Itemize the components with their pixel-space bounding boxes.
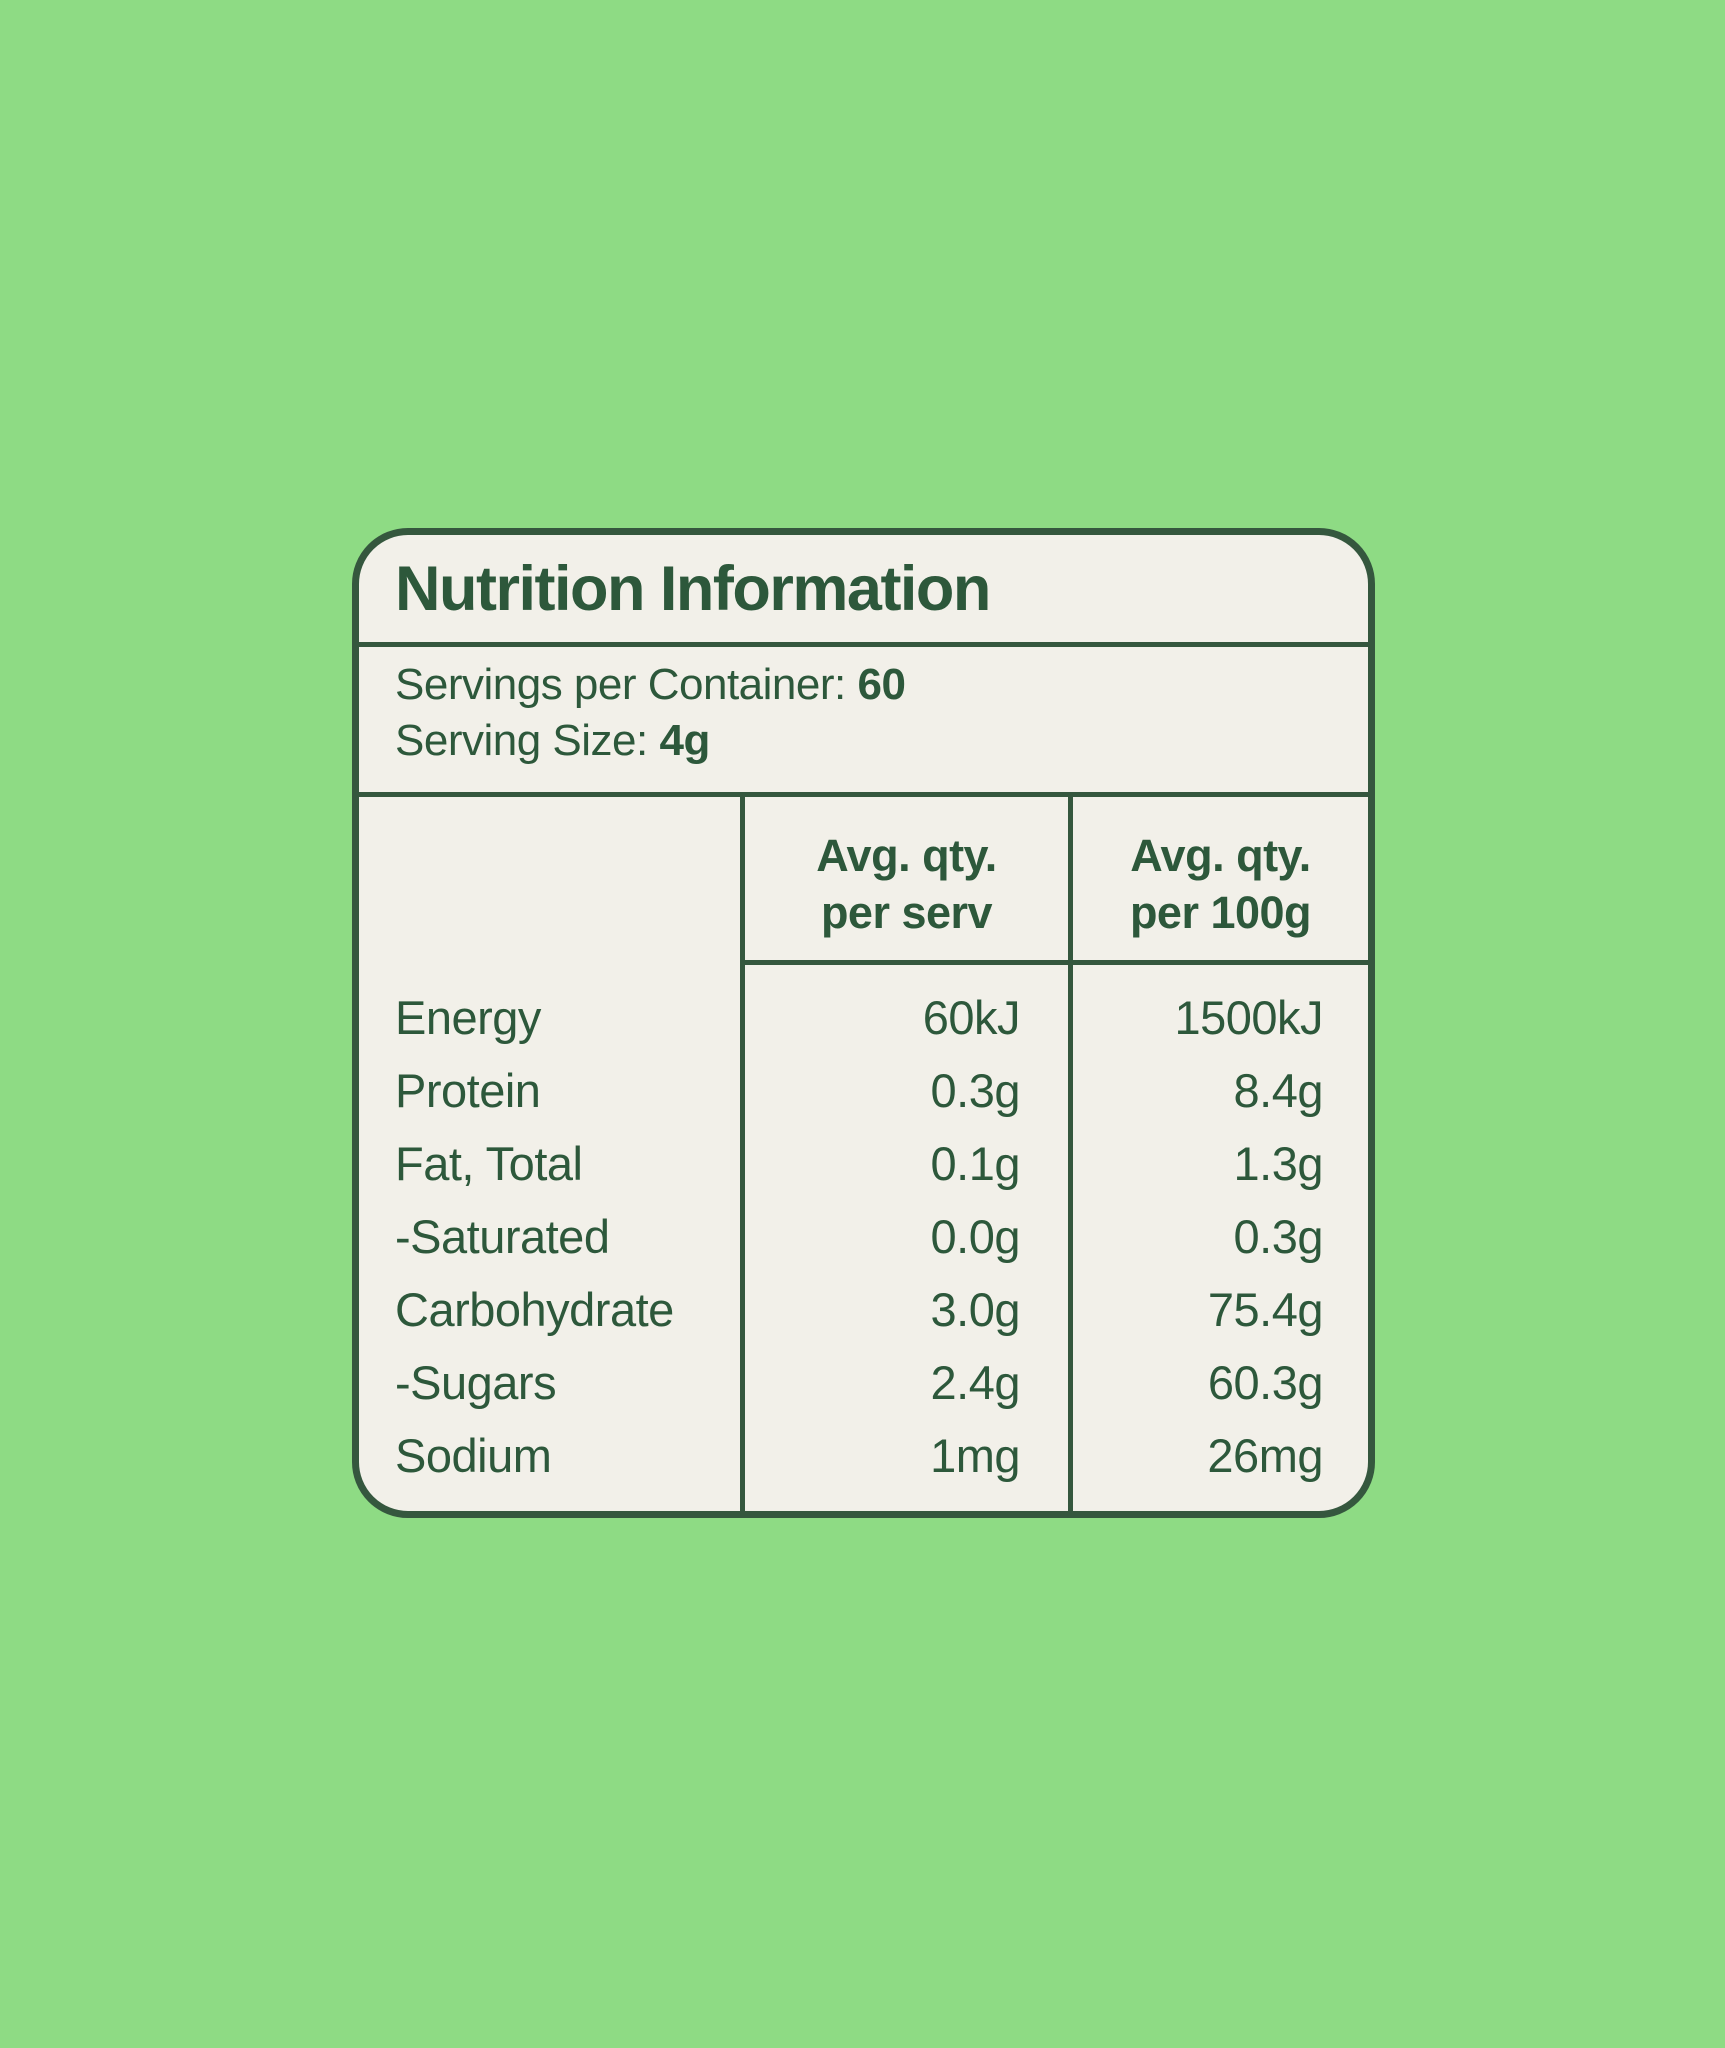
panel-title: Nutrition Information [395, 553, 991, 624]
column-divider-1 [740, 792, 745, 1511]
value-per-serv: 3.0g [930, 1283, 1021, 1336]
value-per-100g: 8.4g [1233, 1064, 1324, 1117]
value-per-100g: 75.4g [1207, 1283, 1324, 1336]
value-per-serv: 0.0g [930, 1210, 1021, 1263]
value-per-100g: 1.3g [1233, 1137, 1324, 1190]
table-row: Sodium 1mg 26mg [359, 1419, 1368, 1492]
serving-size-label: Serving Size: [395, 716, 648, 765]
column-divider-2 [1068, 792, 1073, 1511]
table-row: -Saturated 0.0g 0.3g [359, 1200, 1368, 1273]
nutrient-name: -Saturated [395, 1210, 610, 1263]
servings-per-container: Servings per Container: 60 [395, 657, 1348, 713]
col-header-per-100g-line2: per 100g [1129, 886, 1312, 938]
nutrition-table-body: Energy 60kJ 1500kJ Protein 0.3g 8.4g Fat… [359, 965, 1368, 1504]
col-header-per-100g-line1: Avg. qty. [1130, 829, 1311, 881]
nutrition-panel: Nutrition Information Servings per Conta… [352, 528, 1375, 1518]
table-row: Protein 0.3g 8.4g [359, 1054, 1368, 1127]
nutrient-name: Energy [395, 991, 541, 1044]
value-per-serv: 60kJ [922, 991, 1021, 1044]
value-per-100g: 0.3g [1233, 1210, 1324, 1263]
servings-per-container-value: 60 [857, 660, 906, 709]
serving-size-value: 4g [659, 716, 710, 765]
col-header-per-serv: Avg. qty. per serv [745, 797, 1068, 960]
nutrient-name: Carbohydrate [395, 1283, 674, 1336]
table-row: Carbohydrate 3.0g 75.4g [359, 1273, 1368, 1346]
value-per-100g: 1500kJ [1174, 991, 1323, 1044]
nutrient-name: Protein [395, 1064, 541, 1117]
header-underline [740, 960, 1368, 965]
value-per-serv: 1mg [930, 1429, 1020, 1482]
col-header-per-serv-line1: Avg. qty. [816, 829, 997, 881]
value-per-100g: 26mg [1207, 1429, 1323, 1482]
nutrient-name: Sodium [395, 1429, 552, 1482]
col-header-per-100g: Avg. qty. per 100g [1073, 797, 1368, 960]
serving-size: Serving Size: 4g [395, 713, 1348, 769]
value-per-serv: 0.1g [930, 1137, 1021, 1190]
servings-info: Servings per Container: 60 Serving Size:… [395, 657, 1348, 769]
title-divider [359, 642, 1368, 647]
table-row: Energy 60kJ 1500kJ [359, 981, 1368, 1054]
section-divider [359, 792, 1368, 797]
table-row: Fat, Total 0.1g 1.3g [359, 1127, 1368, 1200]
table-row: -Sugars 2.4g 60.3g [359, 1346, 1368, 1419]
col-header-per-serv-line2: per serv [820, 886, 993, 938]
nutrient-name: Fat, Total [395, 1137, 583, 1190]
nutrient-name: -Sugars [395, 1356, 557, 1409]
value-per-serv: 2.4g [930, 1356, 1021, 1409]
value-per-serv: 0.3g [930, 1064, 1021, 1117]
servings-per-container-label: Servings per Container: [395, 660, 846, 709]
value-per-100g: 60.3g [1207, 1356, 1324, 1409]
